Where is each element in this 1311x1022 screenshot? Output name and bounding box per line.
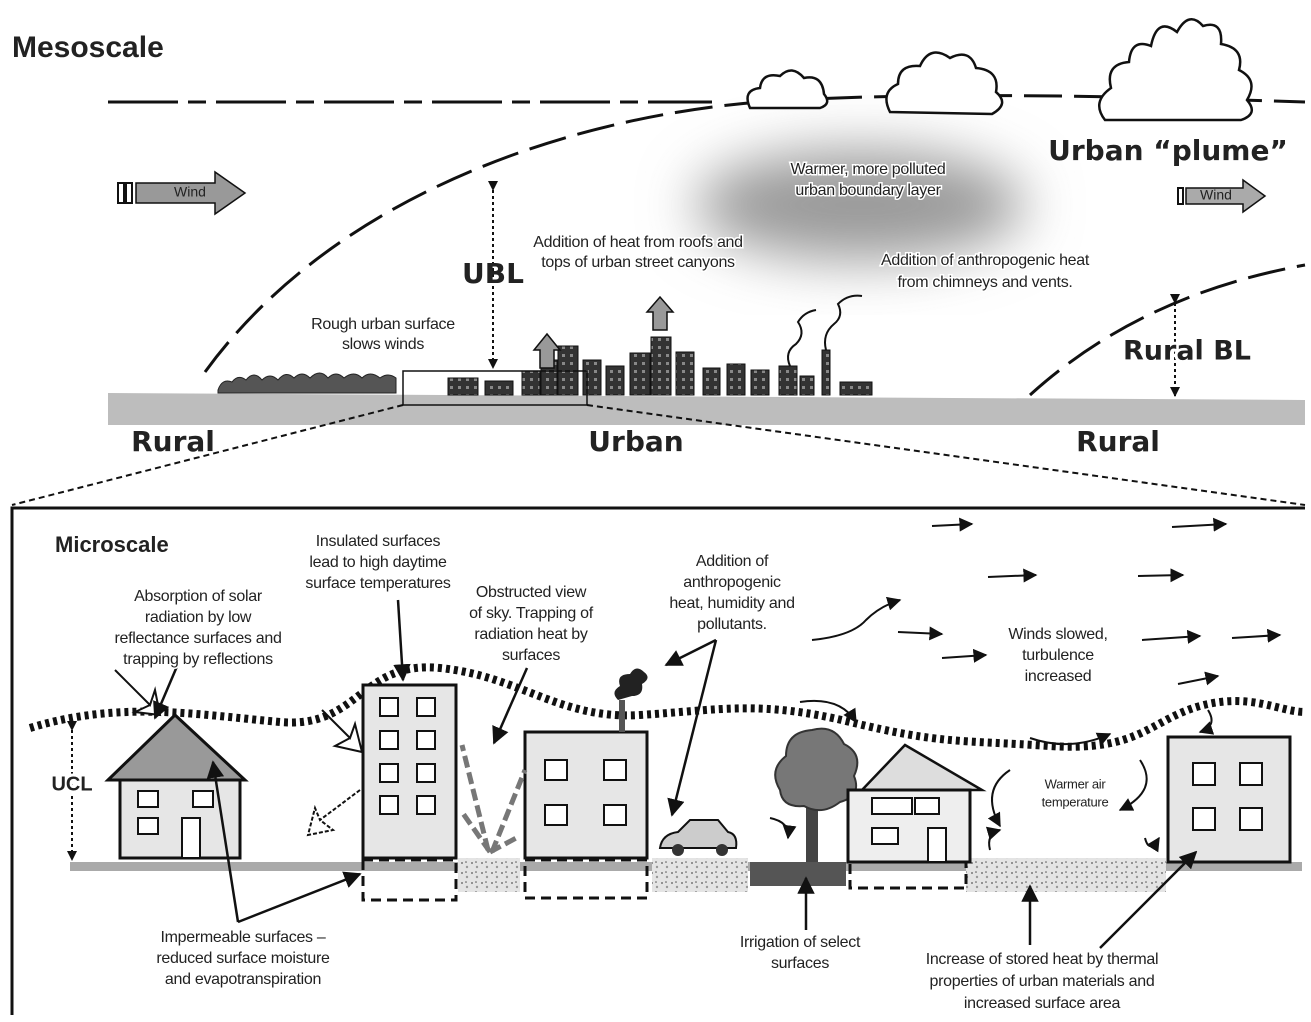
chimney-smoke — [788, 310, 816, 366]
zone-label: Rural — [131, 425, 215, 458]
note-line: radiation by low — [145, 609, 252, 626]
zone-label: Urban — [588, 425, 683, 458]
note-line: Winds slowed, — [1008, 626, 1107, 643]
car — [660, 820, 736, 856]
city-building — [703, 368, 720, 395]
wind-label: Wind — [1200, 187, 1232, 203]
note-line: pollutants. — [697, 616, 767, 633]
note-line: temperature — [1042, 794, 1109, 809]
mesoscale-title: Mesoscale — [12, 31, 164, 64]
city-building — [840, 382, 872, 395]
building — [525, 668, 648, 858]
ubl-label: UBL — [462, 257, 524, 290]
note-line: tops of urban street canyons — [541, 254, 735, 271]
note-line: anthropogenic — [683, 574, 781, 591]
note-line: Addition of anthropogenic heat — [881, 252, 1090, 269]
city-building — [751, 370, 769, 395]
note-line: increased — [1025, 668, 1092, 685]
note-line: surfaces — [771, 955, 829, 972]
note-line: Impermeable surfaces – — [160, 929, 325, 946]
heat-arrow — [647, 297, 673, 330]
note-line: from chimneys and vents. — [897, 274, 1072, 291]
city-building — [800, 376, 814, 395]
note-line: of sky. Trapping of — [469, 605, 594, 622]
note-line: turbulence — [1022, 647, 1094, 664]
pavement — [458, 858, 520, 892]
note-line: urban boundary layer — [795, 182, 941, 199]
city-building — [676, 352, 694, 395]
note-line: trapping by reflections — [123, 651, 273, 668]
city-building — [630, 353, 650, 395]
building — [1168, 737, 1290, 862]
ucl-label: UCL — [51, 773, 92, 795]
city-building — [583, 360, 601, 395]
house — [848, 745, 982, 862]
note-line: Addition of heat from roofs and — [533, 234, 743, 251]
ucl-boundary — [30, 667, 1305, 746]
city-building — [651, 337, 671, 395]
rural-bl-label: Rural BL — [1123, 336, 1251, 367]
tree — [775, 729, 857, 862]
city-building — [485, 381, 513, 395]
city-building — [727, 364, 745, 395]
tall-building — [363, 685, 456, 858]
note-line: properties of urban materials and — [930, 973, 1155, 990]
rural-vegetation — [218, 373, 396, 393]
wind-label: Wind — [174, 184, 206, 200]
irrigated-surface — [750, 862, 846, 886]
microscale-title: Microscale — [55, 532, 169, 557]
note-line: surfaces — [502, 647, 560, 664]
note-line: Warmer, more polluted — [791, 161, 946, 178]
chimney-smoke — [825, 296, 862, 350]
city-building — [606, 366, 624, 395]
city-building — [779, 366, 797, 395]
page: Urban boundary layer diagram html, body … — [0, 0, 1311, 1017]
note-line: Obstructed view — [476, 584, 587, 601]
note-line: Insulated surfaces — [316, 533, 441, 550]
note-line: Addition of — [696, 553, 769, 570]
note-line: lead to high daytime — [309, 554, 447, 571]
city-building — [822, 350, 830, 395]
pavement — [966, 858, 1166, 892]
body: { "mesoscale": { "title": "Mesoscale", "… — [0, 0, 1311, 1017]
note-line: Warmer air — [1045, 776, 1107, 791]
city-building — [448, 378, 478, 395]
plume-label: Urban “plume” — [1048, 134, 1288, 167]
note-line: Rough urban surface — [311, 316, 455, 333]
note-line: Irrigation of select — [740, 934, 861, 951]
pavement — [652, 858, 748, 892]
zone-label: Rural — [1076, 425, 1160, 458]
note-line: Increase of stored heat by thermal — [926, 951, 1159, 968]
city-skyline — [448, 337, 872, 395]
diagram: Mesoscale Wind Wind Urban “plume” UBL Ru… — [0, 0, 1311, 1017]
city-building — [522, 371, 540, 395]
note-line: Absorption of solar — [134, 588, 263, 605]
note-line: reflectance surfaces and — [114, 630, 281, 647]
note-line: heat, humidity and — [669, 595, 794, 612]
note-line: increased surface area — [964, 995, 1121, 1012]
note-line: and evapotranspiration — [165, 971, 321, 988]
note-line: surface temperatures — [305, 575, 450, 592]
ground — [108, 393, 1305, 425]
note-line: radiation heat by — [474, 626, 588, 643]
clouds — [748, 19, 1252, 120]
note-line: slows winds — [342, 336, 424, 353]
note-line: reduced surface moisture — [156, 950, 330, 967]
